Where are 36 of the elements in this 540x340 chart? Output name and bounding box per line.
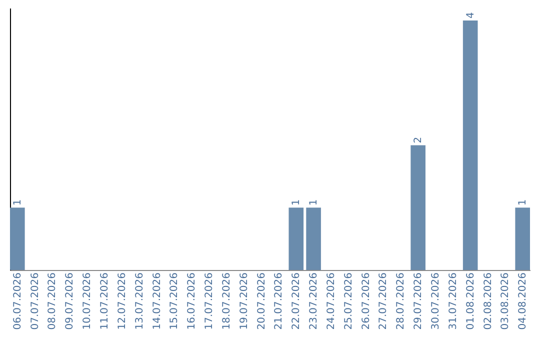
data-label: 4 bbox=[465, 12, 476, 18]
x-tick-label: 12.07.2026 bbox=[116, 272, 128, 330]
x-tick-label: 29.07.2026 bbox=[413, 272, 424, 330]
x-tick-label: 10.07.2026 bbox=[82, 272, 94, 330]
x-tick-label: 07.07.2026 bbox=[30, 272, 41, 330]
x-tick-label: 13.07.2026 bbox=[134, 272, 146, 330]
x-tick-label: 20.07.2026 bbox=[256, 272, 268, 330]
x-tick-label: 09.07.2026 bbox=[64, 272, 76, 330]
x-tick-label: 28.07.2026 bbox=[396, 272, 407, 330]
data-label: 2 bbox=[413, 136, 424, 144]
x-tick-label: 31.07.2026 bbox=[448, 272, 459, 330]
data-label: 1 bbox=[518, 199, 529, 206]
x-tick-label: 17.07.2026 bbox=[204, 272, 216, 330]
x-tick-label: 04.08.2026 bbox=[518, 272, 529, 330]
x-tick-label: 22.07.2026 bbox=[291, 272, 302, 330]
data-label: 1 bbox=[291, 199, 302, 206]
data-label: 1 bbox=[12, 199, 24, 206]
x-tick-label: 11.07.2026 bbox=[100, 272, 111, 330]
x-tick-label: 23.07.2026 bbox=[308, 272, 320, 330]
x-tick-label: 18.07.2026 bbox=[221, 272, 232, 330]
x-tick-label: 26.07.2026 bbox=[360, 272, 372, 330]
data-label: 1 bbox=[308, 199, 320, 206]
x-tick-label: 16.07.2026 bbox=[186, 272, 198, 330]
x-tick-label: 01.08.2026 bbox=[465, 272, 476, 330]
x-tick-label: 19.07.2026 bbox=[238, 272, 250, 330]
x-tick-label: 27.07.2026 bbox=[378, 272, 390, 330]
x-tick-label: 15.07.2026 bbox=[169, 272, 180, 330]
x-tick-label: 30.07.2026 bbox=[430, 272, 442, 330]
x-tick-label: 06.07.2026 bbox=[12, 272, 24, 330]
x-tick-label: 03.08.2026 bbox=[500, 272, 512, 330]
x-tick-label: 08.07.2026 bbox=[47, 272, 58, 330]
x-tick-label: 14.07.2026 bbox=[152, 272, 163, 330]
x-tick-label: 25.07.2026 bbox=[343, 272, 354, 330]
x-tick-label: 02.08.2026 bbox=[482, 272, 494, 330]
x-tick-label: 21.07.2026 bbox=[274, 272, 285, 330]
x-tick-label: 24.07.2026 bbox=[326, 272, 337, 330]
